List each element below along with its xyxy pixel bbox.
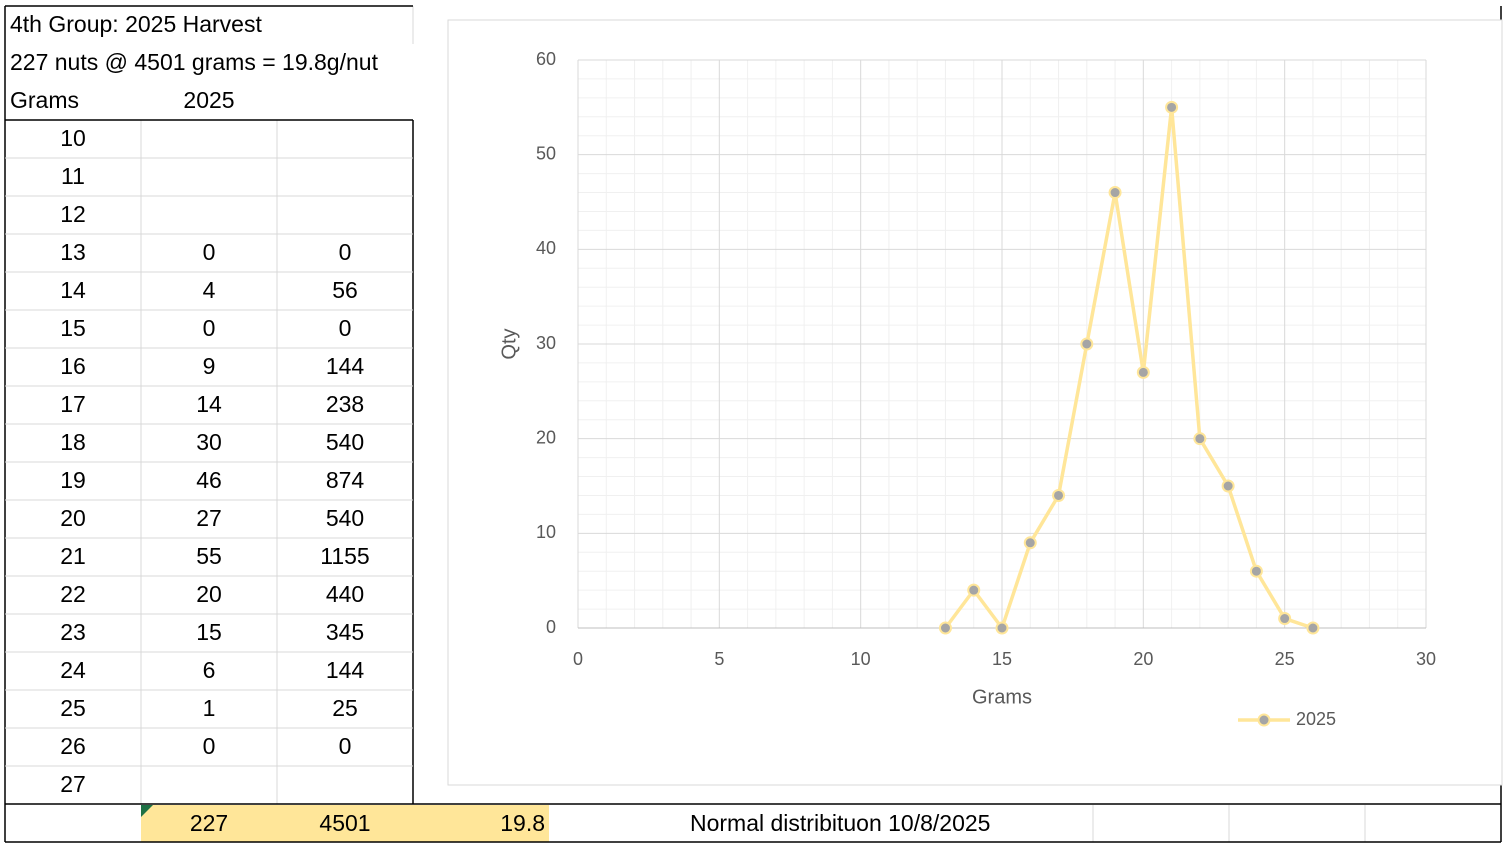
cell-value: 0 [203,315,216,341]
cell-value: 0 [203,239,216,265]
cell-value: 11 [61,163,85,189]
cell-value: 27 [196,505,222,531]
data-point [1278,612,1292,626]
y-tick-label: 30 [536,333,556,353]
chart-frame [447,19,1503,786]
cell-value: 1 [203,695,216,721]
x-tick-label: 0 [573,649,583,669]
legend-label: 2025 [1296,709,1336,729]
y-tick-label: 0 [546,617,556,637]
series-line [944,105,1314,630]
cell-value: 12 [60,201,86,227]
total-qty: 227 [190,810,228,836]
cell-value: 4 [203,277,216,303]
x-tick-label: 5 [714,649,724,669]
cell-value: 238 [326,391,364,417]
cell-value: 13 [60,239,86,265]
cell-value: 20 [60,505,86,531]
data-point [1306,621,1320,635]
y-tick-label: 50 [536,143,556,163]
sheet-subtitle: 227 nuts @ 4501 grams = 19.8g/nut [10,49,379,75]
data-point [1221,479,1235,493]
cell-value: 440 [326,581,364,607]
x-tick-label: 25 [1275,649,1295,669]
header: Grams [10,87,79,113]
y-tick-label: 10 [536,522,556,542]
cell-value: 46 [196,467,222,493]
cell-value: 24 [60,657,86,683]
x-axis-title: Grams [972,686,1032,708]
data-point [1249,564,1263,578]
cell-value: 9 [203,353,216,379]
cell-value: 0 [339,239,352,265]
cell-value: 874 [326,467,365,493]
data-point [1108,186,1122,200]
y-tick-label: 40 [536,238,556,258]
cell-value: 56 [332,277,358,303]
data-point [1080,337,1094,351]
cell-value: 144 [326,353,365,379]
cell-value: 55 [196,543,222,569]
cell-value: 17 [60,391,86,417]
cell-value: 25 [332,695,358,721]
cell-value: 0 [339,733,352,759]
data-point [1193,432,1207,446]
cell-value: 20 [196,581,222,607]
cell-value: 0 [203,733,216,759]
cell-value: 15 [60,315,86,341]
cell-value: 14 [60,277,86,303]
cell-value: 0 [339,315,352,341]
cell-value: 19 [60,467,86,493]
total-grams: 4501 [319,810,370,836]
cell-value: 14 [196,391,222,417]
cell-value: 10 [60,125,86,151]
cell-value: 1155 [320,543,369,569]
y-tick-label: 60 [536,49,556,69]
sheet-title: 4th Group: 2025 Harvest [10,11,262,37]
cell-value: 345 [326,619,364,645]
note: Normal distribituon 10/8/2025 [690,810,990,836]
cell-value: 23 [60,619,86,645]
x-tick-label: 20 [1133,649,1153,669]
data-point [1165,100,1179,114]
cell-value: 16 [60,353,86,379]
cell-value: 27 [60,771,86,797]
total-highlight [141,805,549,842]
cell-value: 144 [326,657,365,683]
cell-value: 22 [60,581,86,607]
cell-value: 6 [203,657,216,683]
cell-value: 30 [196,429,222,455]
cell-value: 540 [326,505,364,531]
cell-value: 21 [60,543,86,569]
data-point [967,583,981,597]
cell-value: 25 [60,695,86,721]
y-axis-title: Qty [498,328,520,359]
cell-flag [141,805,153,817]
legend-marker [1257,713,1271,727]
cell-value: 15 [196,619,222,645]
cell-value: 18 [60,429,86,455]
data-point [1136,365,1150,379]
y-tick-label: 20 [536,427,556,447]
data-point [938,621,952,635]
x-tick-label: 30 [1416,649,1436,669]
data-point [1023,536,1037,550]
cell-value: 26 [60,733,86,759]
data-point [1052,488,1066,502]
average: 19.8 [500,810,545,836]
x-tick-label: 15 [992,649,1012,669]
header: 2025 [183,87,234,113]
x-tick-label: 10 [851,649,871,669]
cell-value: 540 [326,429,364,455]
data-point [995,621,1009,635]
